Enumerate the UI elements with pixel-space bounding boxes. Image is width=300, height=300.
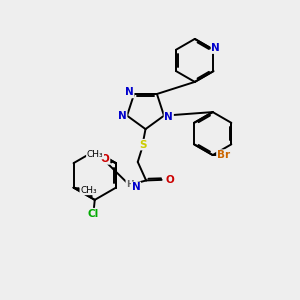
Text: N: N (132, 182, 140, 192)
Text: N: N (212, 43, 220, 53)
Text: H: H (126, 180, 134, 189)
Text: O: O (101, 154, 110, 164)
Text: CH₃: CH₃ (80, 185, 97, 194)
Text: N: N (125, 88, 134, 98)
Text: O: O (166, 175, 174, 185)
Text: N: N (164, 112, 173, 122)
Text: N: N (118, 111, 127, 121)
Text: Cl: Cl (88, 208, 99, 219)
Text: CH₃: CH₃ (87, 150, 103, 159)
Text: S: S (140, 140, 147, 150)
Text: Br: Br (217, 150, 230, 160)
